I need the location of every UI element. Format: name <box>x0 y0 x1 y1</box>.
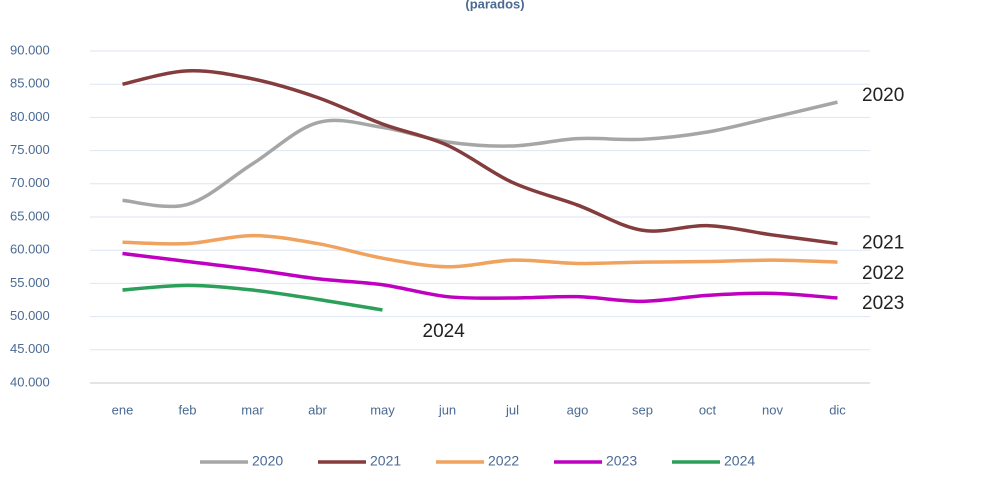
series-line <box>122 233 838 269</box>
x-tick-label: sep <box>632 402 653 417</box>
series-end-label: 2022 <box>862 263 904 284</box>
series-line <box>122 100 838 209</box>
y-tick-label: 80.000 <box>10 109 50 124</box>
series-line <box>122 69 838 246</box>
x-tick-label: mar <box>241 402 264 417</box>
y-tick-label: 75.000 <box>10 142 50 157</box>
series-end-label: 2020 <box>862 85 904 106</box>
x-tick-label: jul <box>505 402 519 417</box>
x-tick-label: oct <box>699 402 717 417</box>
series-line <box>122 251 838 304</box>
legend-label: 2023 <box>606 453 637 469</box>
series-end-label: 2023 <box>862 293 904 314</box>
x-tick-label: dic <box>829 402 846 417</box>
y-tick-label: 55.000 <box>10 275 50 290</box>
x-tick-label: ago <box>567 402 589 417</box>
legend-label: 2021 <box>370 453 401 469</box>
series-end-label: 2024 <box>423 321 466 342</box>
x-tick-label: may <box>370 402 395 417</box>
x-tick-label: jun <box>438 402 456 417</box>
series-line <box>122 283 383 312</box>
y-tick-label: 90.000 <box>10 42 50 57</box>
legend-label: 2020 <box>252 453 283 469</box>
y-tick-label: 85.000 <box>10 76 50 91</box>
x-tick-label: feb <box>178 402 196 417</box>
x-tick-label: ene <box>112 402 134 417</box>
y-tick-label: 60.000 <box>10 242 50 257</box>
series-end-label: 2021 <box>862 233 904 254</box>
y-tick-label: 50.000 <box>10 308 50 323</box>
x-tick-label: abr <box>308 402 327 417</box>
y-tick-label: 70.000 <box>10 175 50 190</box>
y-tick-label: 65.000 <box>10 208 50 223</box>
x-tick-label: nov <box>762 402 783 417</box>
y-tick-label: 45.000 <box>10 341 50 356</box>
legend-label: 2024 <box>724 453 755 469</box>
chart-subtitle: (parados) <box>465 0 524 11</box>
legend-label: 2022 <box>488 453 519 469</box>
y-tick-label: 40.000 <box>10 374 50 389</box>
